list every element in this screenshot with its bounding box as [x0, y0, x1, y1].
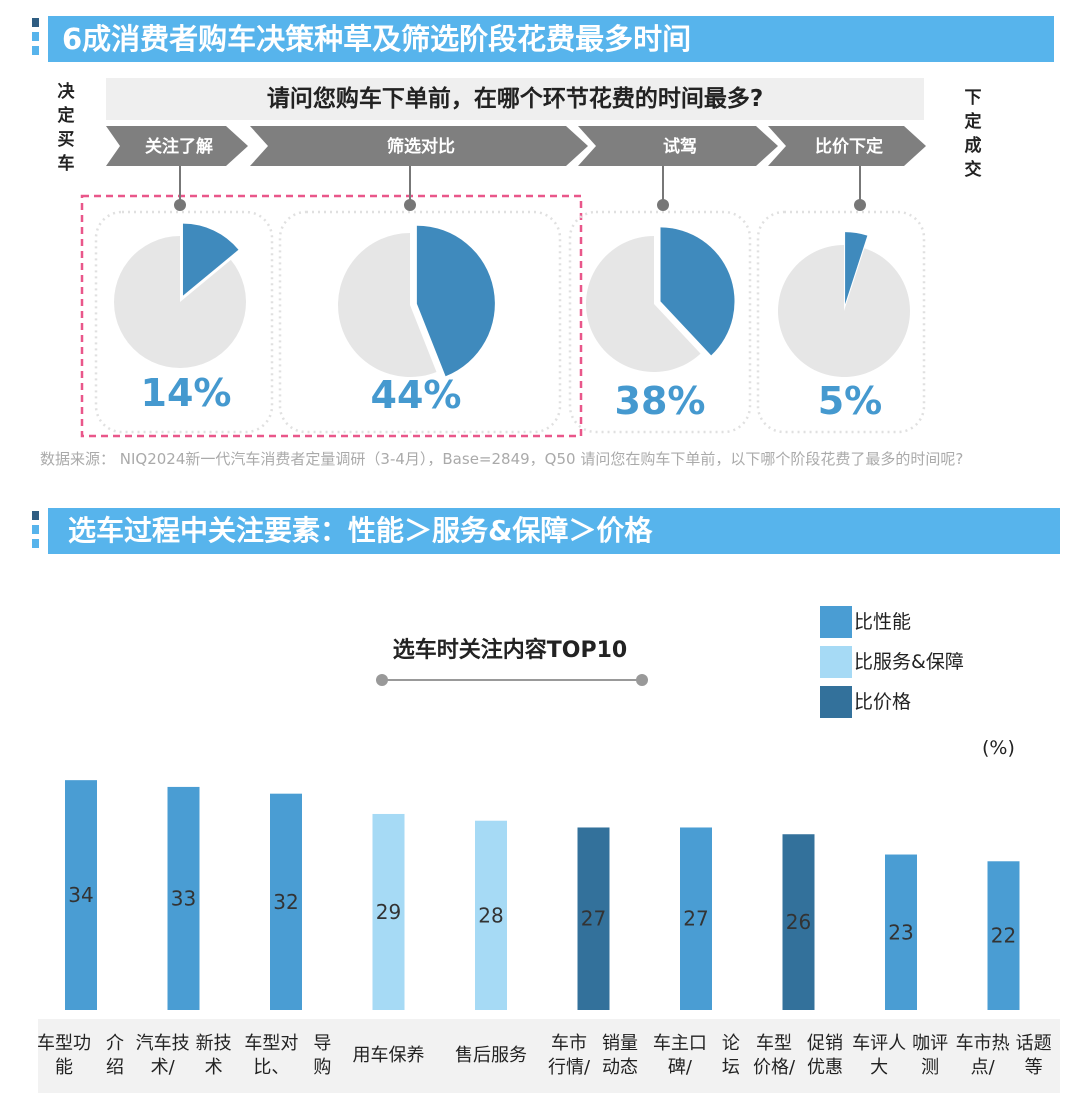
section2-title: 选车过程中关注要素：性能＞服务&保障＞价格: [68, 514, 653, 547]
bar-value-label: 34: [68, 883, 93, 907]
pie-card-frame: [756, 210, 926, 434]
category-label-strip: 车型功能 介绍 汽车技术/新技术 车型对比、 导购 用车保养 售后服务 车市行情/销量动态 车主…: [37, 1019, 1060, 1093]
title-underline-dot: [376, 674, 388, 686]
stage-connector-dot: [657, 199, 669, 211]
category-label: 车市热点/话题等: [955, 1033, 1052, 1078]
stage-label: 比价下定: [815, 136, 883, 157]
category-label: 车型功能 介绍: [37, 1033, 124, 1078]
category-label: 车主口碑/论坛: [652, 1033, 740, 1078]
bar: [372, 813, 405, 1010]
left-side-label: 决 定 买 车: [54, 80, 78, 176]
legend-swatch: [820, 686, 852, 718]
category-label: 车市行情/销量动态: [547, 1033, 639, 1078]
left-side-char: 买: [57, 130, 75, 150]
bar-value-label: 26: [786, 910, 811, 934]
category-label: 车型价格/促销优惠: [752, 1033, 844, 1078]
section2-banner: 选车过程中关注要素：性能＞服务&保障＞价格: [48, 508, 1060, 554]
bar-chart-title: 选车时关注内容TOP10: [392, 638, 628, 663]
stage-connector-dot: [174, 199, 186, 211]
bar: [987, 861, 1020, 1010]
bar: [680, 827, 712, 1010]
right-side-char: 下: [964, 88, 982, 108]
bar-value-label: 22: [991, 924, 1016, 948]
pie-slice-rest: [777, 245, 910, 377]
bar-value-label: 27: [581, 907, 606, 931]
source-note: 数据来源： NIQ2024新一代汽车消费者定量调研（3-4月），Base=284…: [40, 450, 964, 468]
stage-arrow: [250, 126, 588, 166]
bar: [577, 827, 610, 1010]
bar: [65, 780, 97, 1010]
bar: [270, 793, 302, 1010]
stage-label: 试驾: [663, 137, 697, 157]
category-label: 汽车技术/新技术: [135, 1033, 232, 1078]
pie-slice-value: [845, 232, 868, 305]
bar: [782, 834, 815, 1010]
bar-value-label: 33: [171, 886, 196, 910]
legend-label: 比性能: [854, 611, 912, 633]
bar-value-label: 27: [683, 907, 708, 931]
bar-value-label: 23: [888, 920, 913, 944]
pie-percent-label: 38%: [615, 379, 706, 423]
bar: [885, 854, 917, 1010]
section1-banner: 6成消费者购车决策种草及筛选阶段花费最多时间: [48, 16, 1054, 62]
highlight-frame: [80, 194, 583, 438]
category-label: 售后服务: [455, 1045, 527, 1066]
bar-value-label: 32: [273, 890, 298, 914]
pie-percent-label: 44%: [371, 373, 462, 417]
banner-decoration: [32, 18, 42, 64]
right-side-char: 定: [964, 112, 982, 132]
left-side-char: 定: [57, 106, 75, 126]
pie-slice-rest: [338, 233, 437, 377]
stage-pie-chart: 关注了解 筛选对比 试驾 比价下定 14% 44% 38% 5%: [80, 126, 926, 438]
left-side-char: 决: [57, 82, 75, 102]
bar-value-label: 28: [478, 903, 503, 927]
legend-label: 比价格: [854, 691, 912, 713]
stage-arrow: [578, 126, 778, 166]
title-underline-dot: [636, 674, 648, 686]
legend-swatch: [820, 606, 852, 638]
legend-label: 比服务&保障: [854, 651, 964, 673]
pie-percent-label: 14%: [141, 371, 232, 415]
stage-arrow: [106, 126, 248, 166]
right-side-char: 交: [964, 160, 982, 180]
question-text: 请问您购车下单前，在哪个环节花费的时间最多?: [266, 86, 764, 112]
bar-value-label: 29: [376, 900, 401, 924]
category-label: 车型对比、 导购: [244, 1033, 332, 1078]
question-bar: 请问您购车下单前，在哪个环节花费的时间最多?: [106, 78, 924, 120]
left-side-char: 车: [57, 154, 75, 174]
pie-card-frame: [94, 210, 274, 434]
right-side-char: 成: [964, 136, 982, 156]
legend-swatch: [820, 646, 852, 678]
category-label: 车评人大 咖评测: [852, 1033, 949, 1078]
category-label: 用车保养: [352, 1045, 425, 1066]
section1-title: 6成消费者购车决策种草及筛选阶段花费最多时间: [62, 22, 692, 56]
pie-card-frame: [278, 210, 562, 434]
stage-label: 关注了解: [145, 136, 213, 157]
pie-slice-rest: [114, 236, 246, 368]
right-side-label: 下 定 成 交: [961, 86, 985, 182]
stage-connector-dot: [854, 199, 866, 211]
stage-label: 筛选对比: [387, 136, 455, 157]
bar: [167, 786, 200, 1010]
bar: [475, 820, 507, 1010]
pie-slice-value: [182, 223, 239, 296]
stage-connector-dot: [404, 199, 416, 211]
pie-slice-rest: [586, 236, 701, 373]
pie-card-frame: [568, 210, 752, 434]
pie-percent-label: 5%: [818, 379, 883, 423]
stage-arrow: [768, 126, 926, 166]
pie-slice-value: [416, 225, 495, 377]
pie-slice-value: [660, 227, 735, 356]
banner-decoration: [32, 511, 42, 557]
unit-label: (%): [982, 737, 1015, 759]
